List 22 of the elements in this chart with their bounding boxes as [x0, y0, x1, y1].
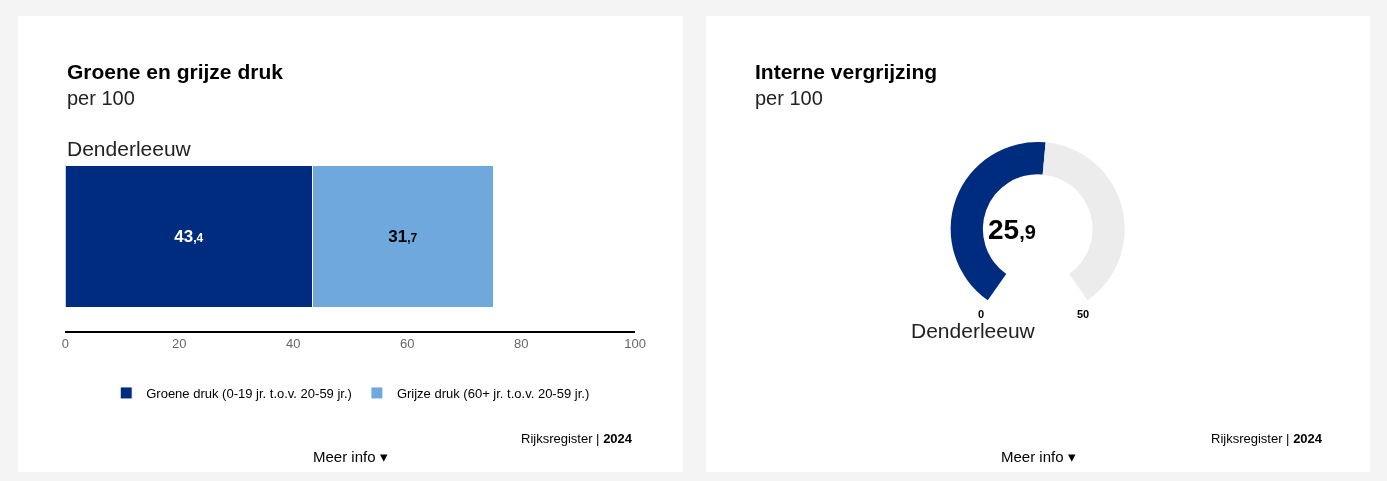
text: 0 — [978, 308, 985, 320]
chart-subtitle: per 100 — [67, 87, 135, 109]
text: Denderleeuw — [911, 319, 1036, 342]
text: Meer info ▾ — [313, 448, 388, 465]
text: 50 — [1077, 308, 1090, 320]
x-tick-label: 20 — [172, 336, 187, 352]
text: Rijksregister | 2024 — [1211, 431, 1323, 446]
text: Rijksregister | 2024 — [521, 431, 633, 446]
data-label: 31,7 — [388, 226, 418, 246]
x-tick-label: 40 — [286, 336, 301, 352]
x-tick-label: 80 — [513, 336, 529, 352]
x-tick-label: 100 — [624, 336, 646, 352]
legend-label: Groene druk (0-19 jr. t.o.v. 20-59 jr.) — [146, 386, 352, 402]
chart-title: Interne vergrijzing — [755, 60, 938, 83]
text: per 100 — [755, 87, 823, 109]
data-label: 43,4 — [174, 226, 204, 246]
text: Meer info ▾ — [1001, 448, 1076, 465]
chart-title: Groene en grijze druk — [67, 60, 284, 83]
data-label: 25,9 — [988, 214, 1036, 245]
legend-label: Grijze druk (60+ jr. t.o.v. 20-59 jr.) — [396, 386, 590, 402]
x-tick-label: 0 — [61, 336, 69, 352]
x-tick-label: 60 — [399, 336, 415, 352]
